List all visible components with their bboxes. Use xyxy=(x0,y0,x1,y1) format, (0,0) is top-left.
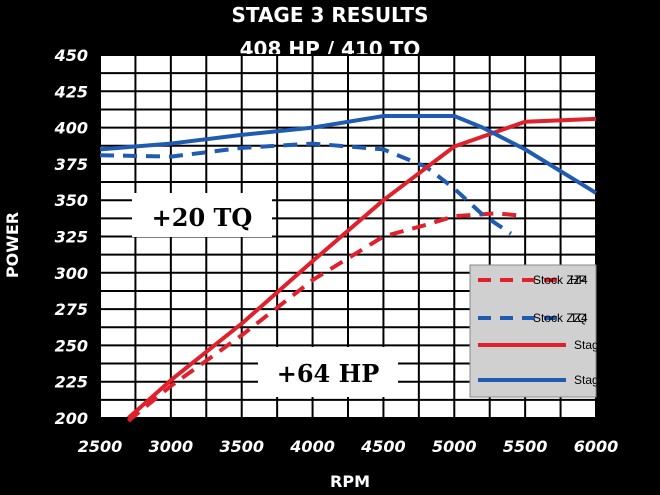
annotation-tq-gain: +20 TQ xyxy=(152,203,253,232)
axis-ticks: 2500 3000 3500 4000 4500 5000 5500 6000 450 425 40… xyxy=(54,46,619,456)
y-tick-label: 250 xyxy=(55,336,88,355)
legend-label: Stage 3 HP xyxy=(574,338,635,352)
x-tick-label: 3000 xyxy=(149,437,194,456)
x-axis-label: RPM xyxy=(330,472,370,491)
legend-label: Stock ZZ4 xyxy=(533,311,588,325)
annotations: +20 TQ +64 HP xyxy=(152,203,380,388)
series-line xyxy=(99,113,598,195)
legend-label: Stock ZZ4 xyxy=(533,273,588,287)
y-tick-label: 275 xyxy=(55,300,88,319)
x-tick-label: 3500 xyxy=(219,437,264,456)
y-tick-label: 375 xyxy=(55,155,88,174)
x-tick-label: 4000 xyxy=(289,437,335,456)
y-tick-label: 225 xyxy=(55,373,88,392)
annotation-box xyxy=(258,347,398,397)
y-tick-label: 350 xyxy=(55,191,88,210)
x-tick-label: 5000 xyxy=(432,437,477,456)
x-tick-label: 6000 xyxy=(574,437,619,456)
annotation-box xyxy=(132,193,272,237)
y-tick-label: 400 xyxy=(54,119,88,138)
x-tick-label: 4500 xyxy=(360,437,406,456)
legend-label: TQ xyxy=(570,311,587,325)
x-tick-label: 5500 xyxy=(503,437,548,456)
series-line xyxy=(99,141,513,236)
y-tick-label: 425 xyxy=(54,82,88,101)
legend-box xyxy=(469,264,597,398)
y-tick-label: 200 xyxy=(55,409,88,428)
series-line xyxy=(127,211,526,423)
legend-label: Stage 3 TQ xyxy=(574,373,635,387)
chart-title: STAGE 3 RESULTS xyxy=(231,3,428,27)
legend-label: HP xyxy=(570,273,587,287)
y-tick-label: 300 xyxy=(55,264,88,283)
annotation-hp-gain: +64 HP xyxy=(277,359,380,388)
x-tick-label: 2500 xyxy=(78,437,123,456)
y-tick-label: 325 xyxy=(55,228,88,247)
series-line xyxy=(127,116,597,420)
y-axis-label: POWER xyxy=(3,212,22,278)
y-tick-label: 450 xyxy=(54,46,88,65)
